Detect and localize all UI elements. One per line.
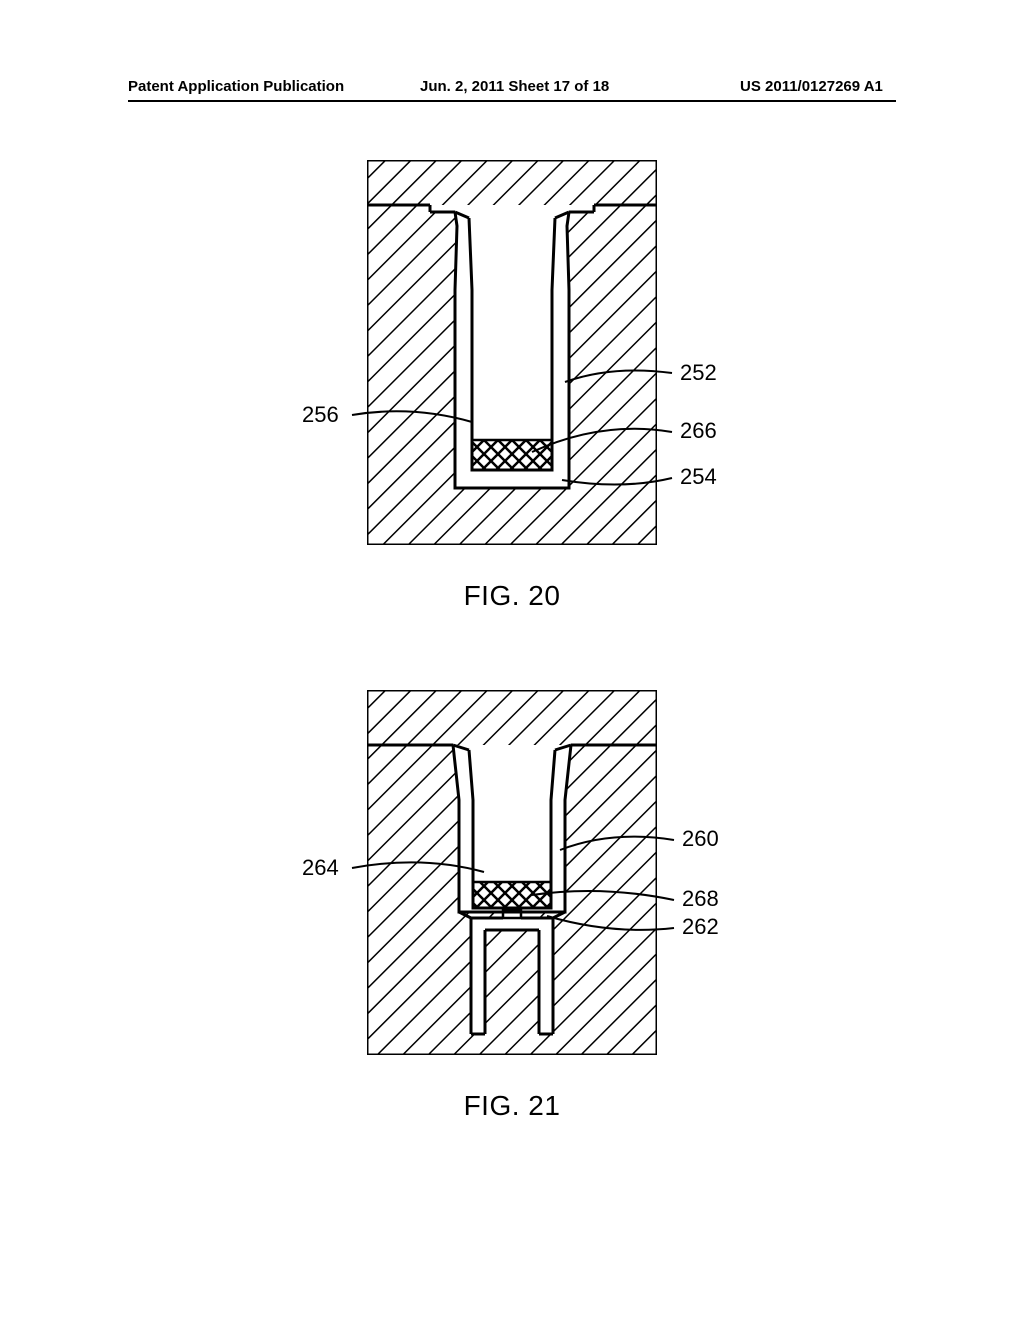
header-right: US 2011/0127269 A1	[740, 78, 883, 95]
label-256: 256	[302, 402, 339, 427]
label-266: 266	[680, 418, 717, 443]
label-260: 260	[682, 826, 719, 851]
header-left: Patent Application Publication	[128, 78, 344, 95]
figure-20-caption: FIG. 20	[0, 580, 1024, 612]
label-264: 264	[302, 855, 339, 880]
figure-20-svg: 256 252 266 254	[232, 160, 792, 560]
figure-21-svg: 264 260 268 262	[232, 690, 792, 1070]
figure-21: 264 260 268 262 FIG. 21	[0, 690, 1024, 1122]
figure-21-caption: FIG. 21	[0, 1090, 1024, 1122]
patent-page: Patent Application Publication Jun. 2, 2…	[0, 0, 1024, 1320]
label-268: 268	[682, 886, 719, 911]
figure-20: 256 252 266 254 FIG. 20	[0, 160, 1024, 612]
header-rule	[128, 100, 896, 102]
label-252: 252	[680, 360, 717, 385]
label-262: 262	[682, 914, 719, 939]
header-center: Jun. 2, 2011 Sheet 17 of 18	[420, 78, 609, 95]
label-254: 254	[680, 464, 717, 489]
